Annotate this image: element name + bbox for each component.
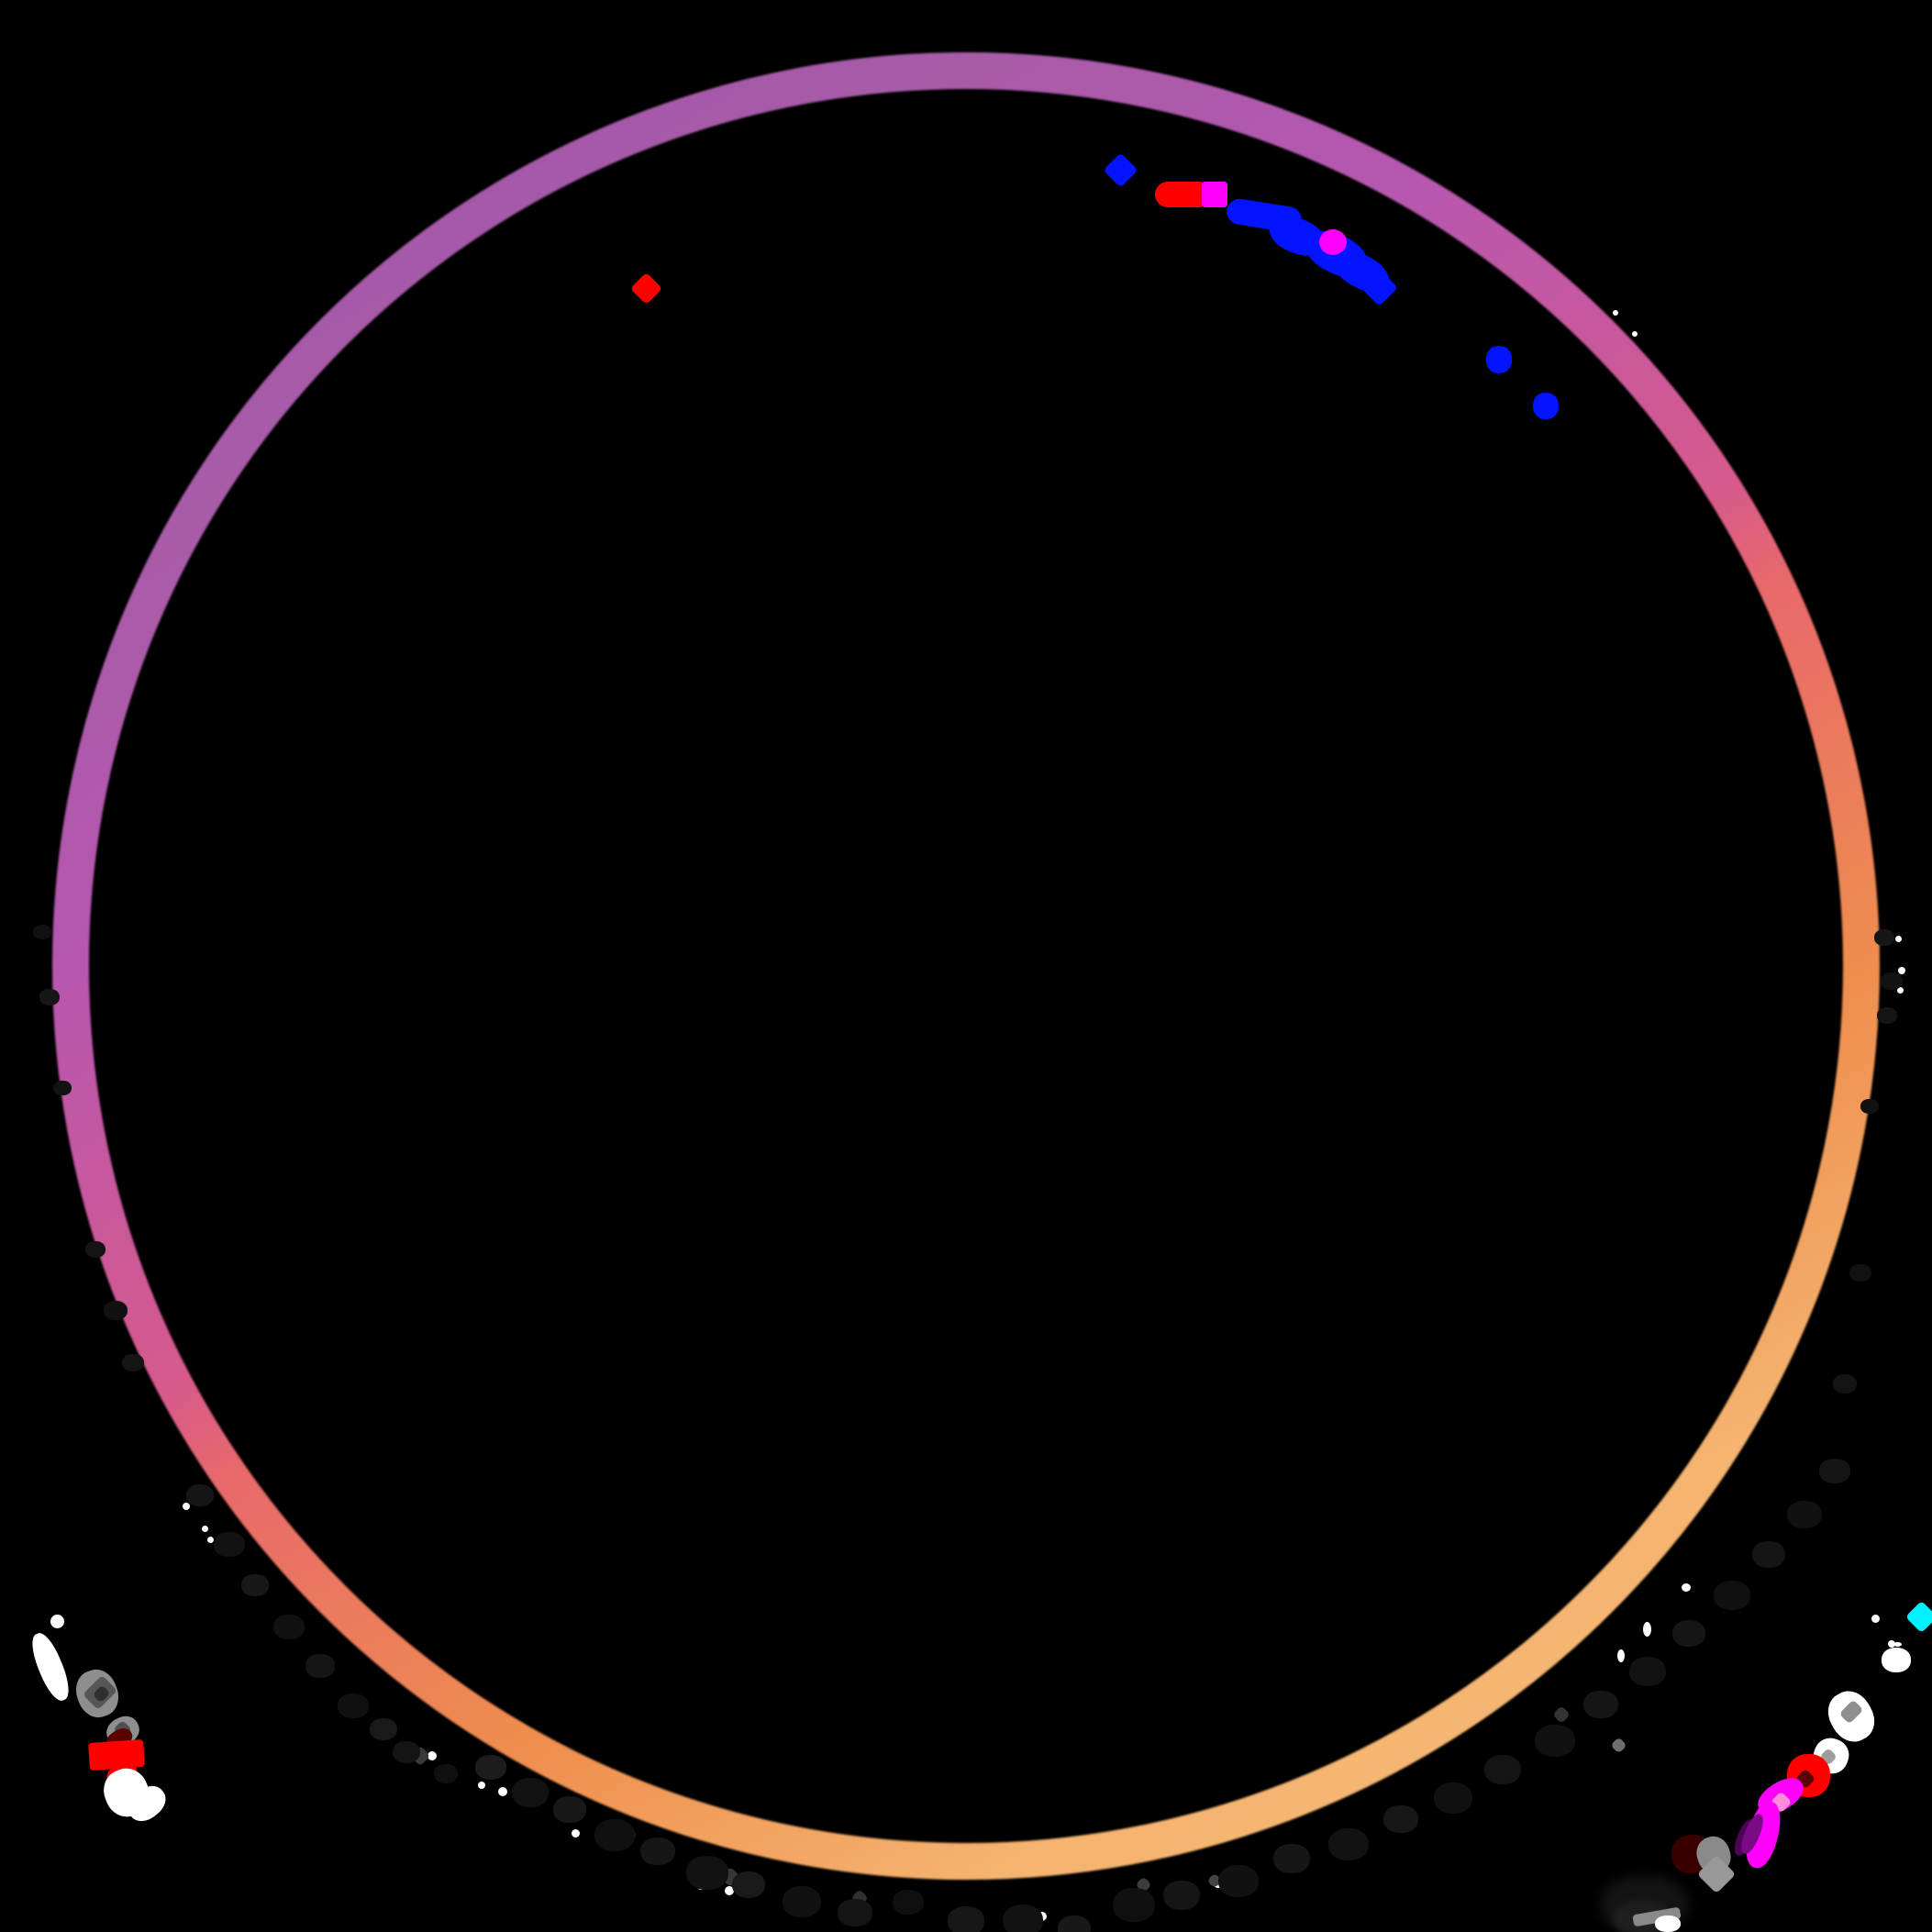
edge-noise-speck — [1895, 936, 1902, 942]
edge-noise-speck — [1273, 1844, 1310, 1873]
edge-noise-speck — [1787, 1501, 1822, 1528]
edge-noise-speck — [1888, 1640, 1895, 1648]
edge-noise-speck — [1218, 1865, 1259, 1897]
white-dash — [1893, 1642, 1902, 1647]
edge-noise-speck — [1583, 1691, 1618, 1718]
cyan-arrow — [1904, 1600, 1932, 1634]
edge-noise-speck — [1535, 1725, 1575, 1757]
edge-noise-speck — [594, 1819, 635, 1851]
edge-noise-speck — [53, 1081, 72, 1095]
edge-noise-speck — [1434, 1782, 1472, 1814]
edge-noise-speck — [393, 1741, 420, 1763]
edge-noise-speck — [732, 1871, 765, 1898]
edge-noise-speck — [1849, 1264, 1871, 1282]
edge-noise-speck — [305, 1654, 335, 1678]
magenta-capsule-end — [1202, 182, 1227, 207]
blue-blob — [1533, 393, 1559, 419]
edge-noise-speck — [33, 925, 51, 939]
edge-noise-speck — [1871, 1615, 1880, 1623]
gradient-ring — [52, 52, 1880, 1880]
edge-noise-speck — [202, 1526, 208, 1532]
edge-noise-speck — [1752, 1541, 1785, 1568]
edge-noise-speck — [1613, 310, 1618, 316]
edge-noise-speck — [1629, 1657, 1666, 1686]
white-blob — [1655, 1915, 1681, 1932]
edge-noise-speck — [1874, 929, 1894, 946]
edge-noise-speck — [214, 1532, 245, 1557]
gray-speck — [1610, 1737, 1627, 1754]
edge-noise-speck — [1328, 1828, 1369, 1860]
edge-noise-speck — [1113, 1888, 1155, 1922]
edge-noise-speck — [370, 1718, 397, 1740]
edge-noise-speck — [1643, 1622, 1651, 1637]
edge-noise-speck — [475, 1755, 506, 1780]
edge-noise-speck — [572, 1829, 580, 1838]
edge-noise-speck — [1833, 1374, 1857, 1393]
edge-noise-speck — [273, 1615, 305, 1639]
edge-noise-speck — [1877, 1007, 1897, 1024]
edge-noise-speck — [893, 1890, 924, 1915]
edge-noise-speck — [1003, 1904, 1043, 1932]
edge-noise-speck — [1617, 1649, 1625, 1662]
edge-noise-speck — [1058, 1915, 1091, 1932]
blue-diamond — [1103, 152, 1138, 188]
edge-noise-speck — [783, 1886, 821, 1917]
white-blob — [1882, 1648, 1911, 1672]
edge-noise-speck — [207, 1537, 214, 1543]
edge-noise-speck — [1163, 1881, 1200, 1910]
edge-noise-speck — [1897, 987, 1904, 994]
edge-noise-speck — [948, 1906, 984, 1932]
edge-noise-speck — [39, 989, 60, 1005]
edge-noise-speck — [1682, 1583, 1691, 1592]
edge-noise-speck — [85, 1241, 105, 1258]
edge-noise-speck — [1714, 1581, 1750, 1610]
edge-noise-speck — [640, 1838, 675, 1865]
edge-noise-speck — [1860, 1099, 1879, 1114]
edge-noise-speck — [122, 1354, 144, 1371]
edge-noise-speck — [1819, 1459, 1850, 1483]
edge-noise-speck — [104, 1301, 128, 1320]
edge-noise-speck — [838, 1899, 872, 1926]
white-streak — [26, 1628, 75, 1705]
edge-noise-speck — [1881, 972, 1903, 990]
edge-noise-speck — [241, 1574, 269, 1596]
edge-noise-speck — [1552, 1705, 1571, 1724]
red-capsule — [1155, 182, 1204, 207]
edge-noise-speck — [1898, 967, 1905, 974]
edge-noise-speck — [183, 1503, 190, 1510]
edge-noise-speck — [498, 1787, 507, 1796]
edge-noise-speck — [1672, 1620, 1705, 1647]
edge-noise-speck — [512, 1778, 549, 1807]
white-speck — [50, 1615, 64, 1628]
edge-noise-speck — [725, 1886, 734, 1895]
edge-noise-speck — [186, 1484, 214, 1506]
edge-noise-speck — [1484, 1755, 1521, 1784]
edge-noise-speck — [553, 1796, 586, 1823]
edge-noise-speck — [1383, 1805, 1418, 1833]
edge-noise-speck — [434, 1764, 458, 1783]
red-diamond — [629, 272, 663, 305]
edge-noise-speck — [478, 1782, 485, 1789]
edge-noise-speck — [686, 1856, 728, 1890]
edge-noise-speck — [427, 1751, 437, 1760]
blue-square — [1486, 346, 1512, 373]
edge-noise-speck — [1632, 331, 1638, 337]
edge-noise-speck — [338, 1693, 369, 1718]
